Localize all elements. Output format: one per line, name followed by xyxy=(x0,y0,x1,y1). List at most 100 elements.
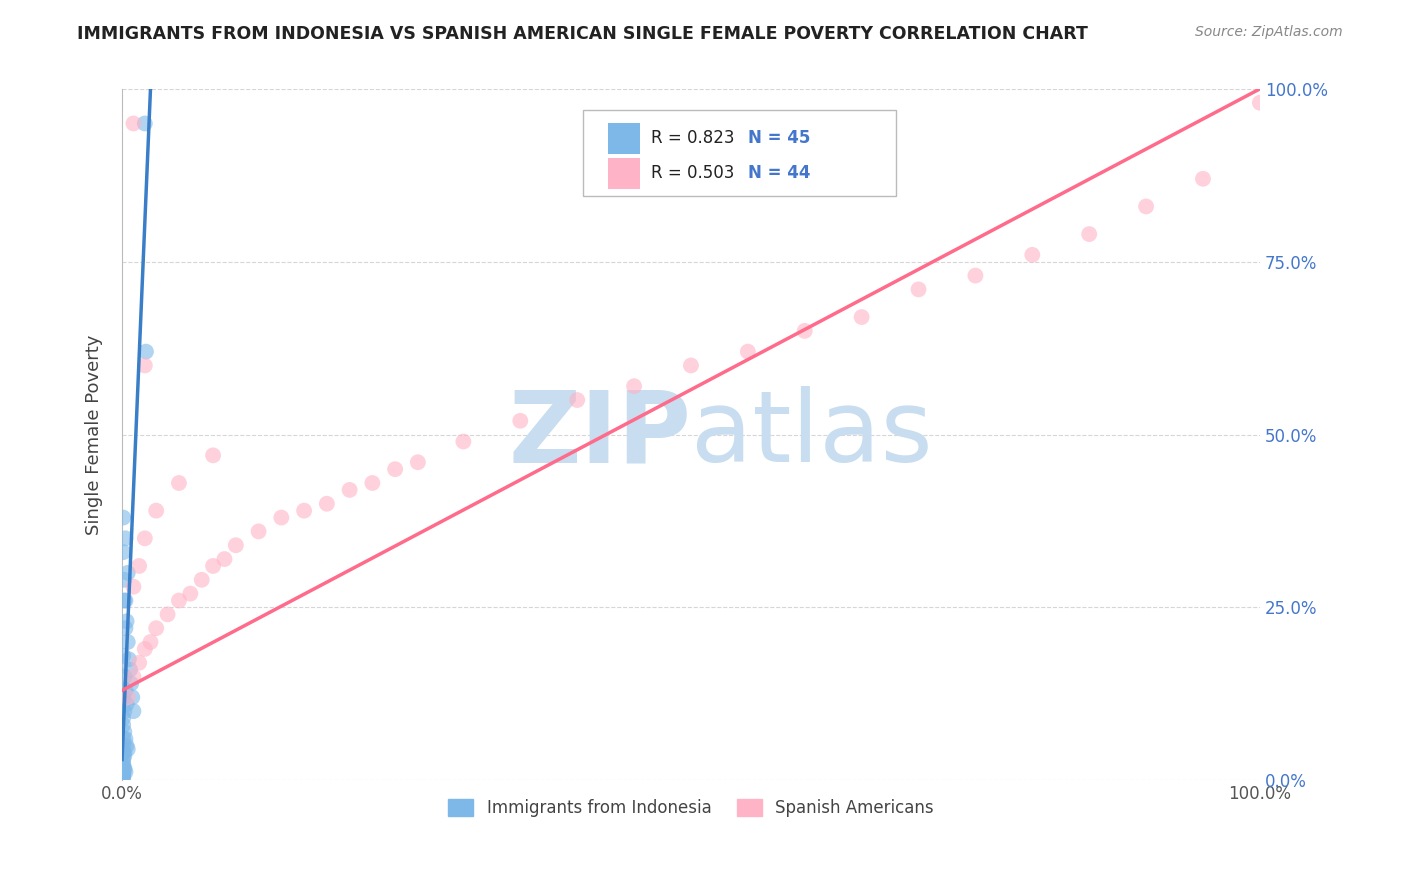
Point xyxy=(167,593,190,607)
Point xyxy=(406,455,429,469)
Point xyxy=(135,344,157,359)
Point xyxy=(112,573,135,587)
Point xyxy=(112,746,135,760)
Point xyxy=(156,607,179,622)
Point xyxy=(134,531,156,545)
Point xyxy=(225,538,247,552)
Point xyxy=(167,475,190,490)
Point xyxy=(121,690,143,705)
Point xyxy=(112,771,135,785)
Text: Source: ZipAtlas.com: Source: ZipAtlas.com xyxy=(1195,25,1343,39)
Text: N = 44: N = 44 xyxy=(748,164,810,182)
Text: atlas: atlas xyxy=(690,386,932,483)
Y-axis label: Single Female Poverty: Single Female Poverty xyxy=(86,334,103,535)
Point xyxy=(118,663,141,677)
Point xyxy=(292,503,315,517)
Point xyxy=(202,558,225,573)
Point xyxy=(122,670,145,684)
Point xyxy=(315,497,337,511)
Point xyxy=(112,746,135,760)
Point xyxy=(122,580,145,594)
Point xyxy=(907,282,929,296)
Text: ZIP: ZIP xyxy=(508,386,690,483)
Point xyxy=(179,586,201,600)
Point xyxy=(118,652,141,666)
Point xyxy=(1021,248,1043,262)
Point xyxy=(567,392,589,407)
Point xyxy=(339,483,361,497)
Point xyxy=(1249,95,1271,110)
Point xyxy=(112,749,135,764)
Point xyxy=(112,768,135,782)
Point xyxy=(115,698,138,712)
Point xyxy=(114,731,136,746)
Point xyxy=(190,573,212,587)
Point xyxy=(114,593,136,607)
Point xyxy=(112,510,135,524)
Point xyxy=(115,615,138,629)
Point xyxy=(247,524,270,539)
Point xyxy=(453,434,475,449)
Point xyxy=(1135,199,1157,213)
Point xyxy=(361,475,384,490)
Point xyxy=(139,635,162,649)
Point xyxy=(214,552,236,566)
Point xyxy=(112,761,135,775)
Point xyxy=(270,510,292,524)
Point xyxy=(117,635,139,649)
Point xyxy=(112,766,135,780)
Point xyxy=(965,268,987,283)
Point xyxy=(509,414,531,428)
Point xyxy=(115,739,138,753)
Point xyxy=(112,690,135,705)
Point xyxy=(112,545,135,559)
FancyBboxPatch shape xyxy=(583,110,896,196)
Legend: Immigrants from Indonesia, Spanish Americans: Immigrants from Indonesia, Spanish Ameri… xyxy=(441,792,941,824)
Bar xyxy=(607,123,640,154)
Point xyxy=(112,670,135,684)
Point xyxy=(112,770,135,784)
Point xyxy=(112,593,135,607)
Text: R = 0.503: R = 0.503 xyxy=(651,164,734,182)
Point xyxy=(793,324,815,338)
Point xyxy=(202,448,225,462)
Point xyxy=(128,558,150,573)
Point xyxy=(112,759,135,773)
Point xyxy=(122,116,145,130)
Point xyxy=(134,642,156,657)
Point xyxy=(112,763,135,777)
Point xyxy=(112,725,135,739)
Point xyxy=(384,462,406,476)
Point xyxy=(128,656,150,670)
Point xyxy=(112,739,135,753)
Point xyxy=(114,683,136,698)
Point xyxy=(134,116,156,130)
Point xyxy=(851,310,873,324)
Point xyxy=(112,769,135,783)
Point xyxy=(122,704,145,718)
Point xyxy=(737,344,759,359)
Point xyxy=(1192,171,1215,186)
Point xyxy=(112,704,135,718)
Point xyxy=(117,742,139,756)
Text: R = 0.823: R = 0.823 xyxy=(651,129,735,147)
Point xyxy=(112,753,135,767)
Point xyxy=(145,503,167,517)
Point xyxy=(114,764,136,779)
Point xyxy=(1078,227,1101,241)
Point xyxy=(145,621,167,635)
Point xyxy=(134,359,156,373)
Point xyxy=(112,648,135,663)
Point xyxy=(117,566,139,580)
Point xyxy=(117,690,139,705)
Point xyxy=(112,711,135,725)
Point xyxy=(112,756,135,770)
Point xyxy=(120,676,142,690)
Point xyxy=(112,731,135,746)
Point xyxy=(114,621,136,635)
Point xyxy=(112,718,135,732)
Point xyxy=(679,359,702,373)
Bar xyxy=(607,158,640,189)
Point xyxy=(114,531,136,545)
Text: N = 45: N = 45 xyxy=(748,129,810,147)
